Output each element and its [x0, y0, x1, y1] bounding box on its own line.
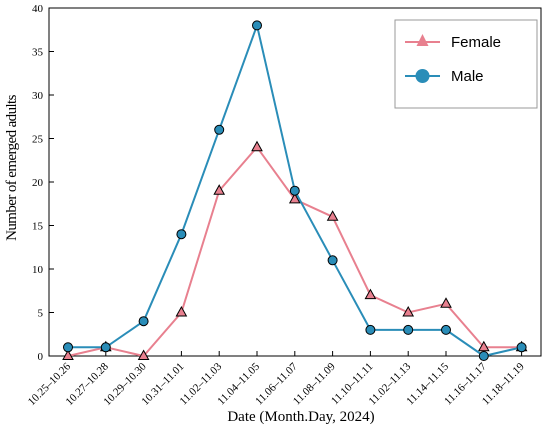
- male-point: [63, 342, 73, 353]
- female-point: [326, 210, 339, 221]
- female-point: [251, 140, 263, 152]
- male-point: [441, 324, 451, 335]
- legend-male-marker: [415, 69, 430, 83]
- female-series: [62, 140, 528, 360]
- y-tick-label: 25: [32, 134, 44, 146]
- y-tick-label: 20: [32, 177, 44, 189]
- female-point: [62, 349, 74, 360]
- legend: Female Male: [394, 19, 538, 109]
- y-tick-label: 40: [32, 3, 44, 15]
- x-axis-title: Date (Month.Day, 2024): [227, 409, 374, 425]
- male-point: [289, 185, 300, 196]
- male-point: [403, 324, 414, 335]
- female-point: [137, 349, 150, 360]
- male-point: [516, 342, 527, 353]
- y-tick-label: 5: [38, 308, 44, 320]
- female-line: [67, 145, 522, 358]
- y-tick-label: 10: [32, 264, 44, 276]
- male-point: [327, 255, 338, 266]
- male-point: [176, 229, 187, 240]
- y-tick-label: 35: [32, 47, 44, 59]
- legend-female-marker: [416, 34, 429, 46]
- male-point: [365, 324, 376, 335]
- female-point: [477, 340, 490, 352]
- female-point: [213, 184, 226, 195]
- female-point: [440, 297, 452, 308]
- legend-female-label: Female: [451, 34, 501, 51]
- y-tick-label: 0: [38, 351, 44, 363]
- y-axis-title: Number of emerged adults: [4, 94, 20, 240]
- female-point: [288, 192, 301, 204]
- male-point: [100, 342, 111, 353]
- male-series: [63, 20, 527, 361]
- legend-male-label: Male: [451, 68, 484, 85]
- y-tick-label: 30: [32, 90, 44, 102]
- male-point: [214, 124, 225, 135]
- female-point: [175, 305, 188, 317]
- legend-box: [394, 19, 538, 109]
- female-point: [364, 288, 377, 300]
- male-point: [478, 351, 489, 361]
- male-point: [138, 316, 149, 327]
- y-tick-label: 15: [32, 221, 44, 233]
- female-point: [402, 305, 415, 317]
- male-point: [252, 20, 262, 31]
